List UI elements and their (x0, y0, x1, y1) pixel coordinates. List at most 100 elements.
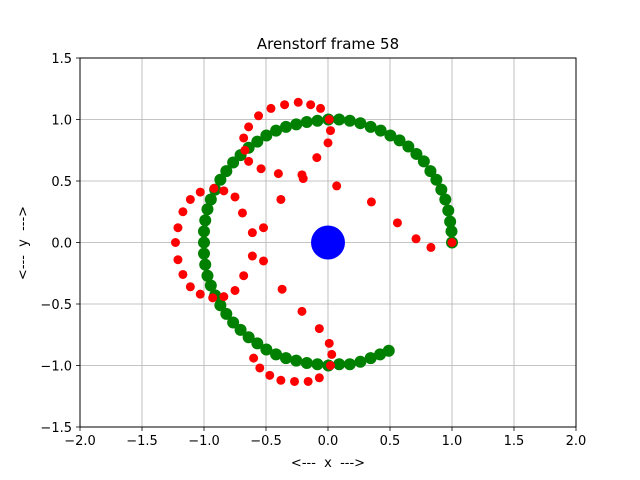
moon-orbit-point (251, 337, 264, 350)
moon-orbit-point (227, 156, 240, 169)
satellite-point (244, 156, 254, 166)
satellite-point (306, 100, 316, 110)
satellite-point (208, 293, 218, 303)
satellite-point (265, 370, 275, 380)
moon-orbit-point (439, 193, 452, 206)
satellite-point (173, 255, 183, 265)
moon-orbit-point (382, 344, 395, 357)
x-tick-label: 0.5 (380, 434, 401, 449)
satellite-point (237, 208, 247, 218)
satellite-point (314, 373, 324, 383)
satellite-point (247, 251, 257, 261)
satellite-point (185, 194, 195, 204)
moon-orbit-point (199, 258, 212, 271)
satellite-point (276, 194, 286, 204)
satellite-point (312, 153, 322, 163)
moon-orbit-point (430, 173, 443, 186)
moon-orbit-point (333, 113, 346, 126)
moon-orbit-point (270, 348, 283, 361)
satellite-point (324, 338, 334, 348)
moon-orbit-point (260, 129, 273, 142)
satellite-point (273, 169, 283, 179)
y-tick-label: −1.5 (40, 421, 72, 436)
moon-orbit-point (343, 358, 356, 371)
moon-orbit-point (354, 117, 367, 130)
satellite-point (280, 100, 290, 110)
satellite-point (240, 145, 250, 155)
moon-orbit-point (300, 357, 313, 370)
moon-orbit-point (290, 354, 303, 367)
moon-orbit-point (354, 355, 367, 368)
moon-orbit-point (393, 134, 406, 147)
x-tick-label: −1.5 (126, 434, 158, 449)
satellite-point (325, 126, 335, 136)
y-tick-label: 1.0 (51, 114, 72, 129)
moon-orbit-point (444, 215, 457, 228)
satellite-point (209, 183, 219, 193)
moon-orbit-point (279, 120, 292, 133)
satellite-point (259, 256, 269, 266)
moon-orbit-point (214, 173, 227, 186)
x-tick-label: 2.0 (566, 434, 587, 449)
satellite-point (447, 238, 457, 247)
moon-orbit-point (198, 225, 210, 238)
y-tick-label: −1.0 (40, 360, 72, 375)
satellite-point (411, 234, 421, 244)
moon-orbit-point (384, 129, 397, 142)
ticks: −2.0 −1.5 −1.0 −0.5 0.0 0.5 1.0 1.5 2.0−1.5−1.0−… (40, 52, 586, 449)
satellite-point (392, 218, 402, 228)
satellite-point (247, 228, 257, 238)
satellite-point (249, 353, 259, 363)
satellite-point (178, 207, 188, 217)
satellite-point (293, 97, 303, 107)
moon-orbit-point (234, 323, 247, 336)
satellite-point (254, 111, 264, 121)
satellite-point (327, 349, 337, 359)
x-tick-label: 1.0 (442, 434, 463, 449)
moon-orbit-point (251, 135, 264, 148)
y-tick-label: 0.5 (51, 175, 72, 190)
satellite-point (178, 269, 188, 279)
satellite-point (195, 289, 205, 299)
moon-orbit-point (290, 118, 303, 131)
satellite-point (230, 192, 240, 202)
satellite-point (219, 292, 229, 302)
satellite-point (324, 115, 334, 124)
moon-orbit-point (410, 147, 423, 160)
moon-orbit-point (199, 214, 212, 227)
satellite-point (277, 284, 287, 294)
moon-orbit-point (417, 155, 430, 168)
moon-orbit-point (204, 279, 217, 292)
x-tick-label: 1.5 (504, 434, 525, 449)
moon-orbit-point (445, 225, 458, 238)
satellite-point (303, 376, 313, 386)
satellite-point (314, 324, 324, 334)
satellite-point (290, 376, 300, 386)
satellite-point (230, 285, 240, 295)
moon-orbit-point (242, 331, 255, 344)
moon-orbit-point (198, 247, 210, 260)
moon-orbit-point (364, 120, 377, 133)
satellite-point (426, 242, 436, 252)
x-axis-label: <--- x ---> (291, 456, 365, 471)
satellite-point (332, 181, 342, 191)
series-layer (170, 97, 458, 386)
moon-orbit-point (402, 140, 415, 153)
moon-orbit-point (374, 124, 387, 137)
moon-orbit-point (333, 358, 346, 371)
satellite-point (195, 187, 205, 197)
satellite-point (316, 103, 326, 113)
y-axis-label: <--- y ---> (16, 206, 31, 280)
y-tick-label: 1.5 (51, 52, 72, 67)
satellite-point (297, 306, 307, 316)
satellite-point (325, 361, 335, 370)
moon-orbit-point (220, 165, 233, 178)
moon-orbit-point (220, 307, 233, 320)
moon-orbit-point (343, 114, 356, 127)
satellite-point (239, 133, 249, 143)
satellite-point (323, 138, 333, 148)
moon-orbit-point (204, 193, 217, 206)
y-tick-label: −0.5 (40, 298, 72, 313)
satellite-point (255, 363, 265, 373)
